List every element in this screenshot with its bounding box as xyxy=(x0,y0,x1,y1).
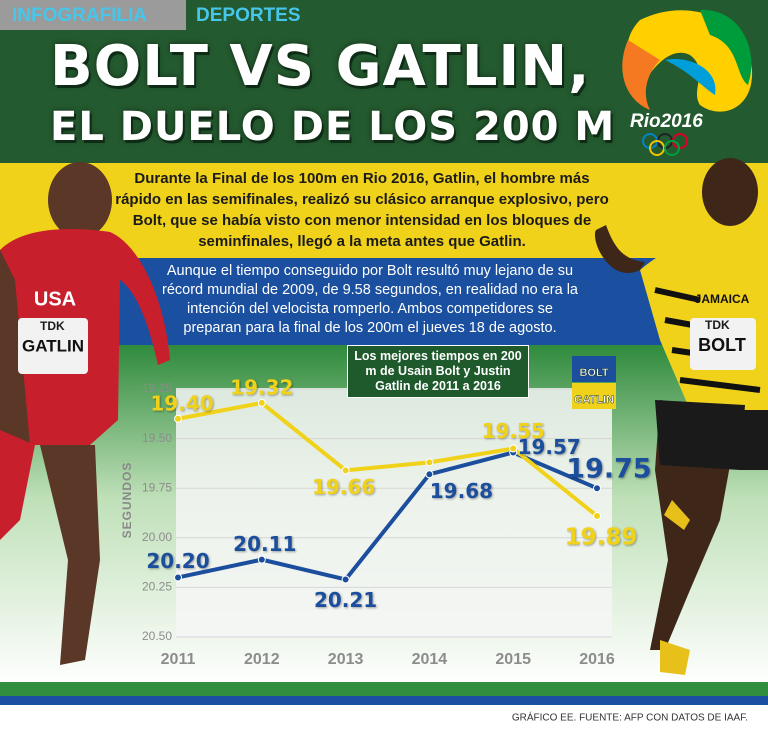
legend-swatch xyxy=(572,356,616,382)
chart-title: Los mejores tiempos en 200 m de Usain Bo… xyxy=(347,345,529,398)
data-label: 19.75 xyxy=(566,454,651,485)
legend-label: BOLT xyxy=(579,367,608,379)
data-label: 20.11 xyxy=(233,532,296,556)
y-tick-label: 19.25 xyxy=(142,381,172,395)
x-tick-label: 2016 xyxy=(579,651,615,668)
brand: INFOGRAFILIA xyxy=(12,5,148,26)
title-line: EL DUELO DE LOS 200 M xyxy=(50,104,616,150)
y-tick-label: 20.00 xyxy=(142,530,172,544)
series-line xyxy=(177,400,599,518)
data-label: 19.57 xyxy=(518,435,581,459)
bib-name: BOLT xyxy=(698,335,746,355)
bottom-stripe xyxy=(0,696,768,705)
jersey-team: JAMAICA xyxy=(695,292,750,306)
gatlin-figure: TDK USA GATLIN xyxy=(0,162,170,665)
x-tick-label: 2014 xyxy=(412,651,448,668)
data-point xyxy=(425,470,434,479)
plot-panel xyxy=(176,388,612,638)
jersey-team: USA xyxy=(34,288,76,310)
y-tick-label: 19.50 xyxy=(142,431,172,445)
data-label: 19.89 xyxy=(565,524,638,550)
rio-logo: Rio2016 xyxy=(622,9,753,156)
data-point xyxy=(425,458,434,467)
bib-sponsor: TDK xyxy=(40,319,65,333)
legend-swatch xyxy=(572,383,616,409)
data-label: 19.55 xyxy=(482,419,545,443)
data-point xyxy=(341,575,350,584)
x-tick-label: 2011 xyxy=(161,651,196,668)
data-point xyxy=(174,414,182,423)
title-line: BOLT VS GATLIN, xyxy=(50,34,591,99)
data-label: 19.40 xyxy=(150,391,213,415)
y-tick-label: 20.25 xyxy=(142,580,172,594)
bib-sponsor: TDK xyxy=(705,318,730,332)
data-point xyxy=(593,511,601,520)
bottom-stripe xyxy=(0,682,768,696)
data-label: 20.21 xyxy=(314,588,377,612)
source: GRÁFICO EE. FUENTE: AFP CON DATOS DE IAA… xyxy=(512,711,748,724)
data-label: 19.66 xyxy=(312,475,375,499)
x-tick-label: 2013 xyxy=(328,651,364,668)
y-tick-label: 19.75 xyxy=(142,480,172,494)
data-point xyxy=(593,484,601,493)
data-point xyxy=(174,573,182,582)
x-tick-label: 2012 xyxy=(244,651,280,668)
logo-text: Rio2016 xyxy=(630,111,703,132)
intro: Durante la Final de los 100m en Rio 2016… xyxy=(115,170,609,250)
bolt-figure: TDK JAMAICA BOLT xyxy=(594,158,768,675)
y-tick-label: 20.50 xyxy=(142,629,172,643)
body: Aunque el tiempo conseguido por Bolt res… xyxy=(162,263,578,336)
bib-name: GATLIN xyxy=(22,336,84,355)
data-point xyxy=(257,555,266,564)
section: DEPORTES xyxy=(196,5,301,26)
data-point xyxy=(257,398,266,407)
data-point xyxy=(509,444,518,453)
yellow-band xyxy=(0,163,768,259)
legend-label: GATLIN xyxy=(574,394,614,406)
data-label: 19.68 xyxy=(430,479,493,503)
brand-tab xyxy=(0,0,186,30)
data-label: 19.32 xyxy=(230,375,293,399)
y-axis-label: SEGUNDOS xyxy=(120,462,134,539)
x-tick-label: 2015 xyxy=(495,651,531,668)
data-point xyxy=(341,466,350,475)
data-label: 20.20 xyxy=(146,549,209,573)
